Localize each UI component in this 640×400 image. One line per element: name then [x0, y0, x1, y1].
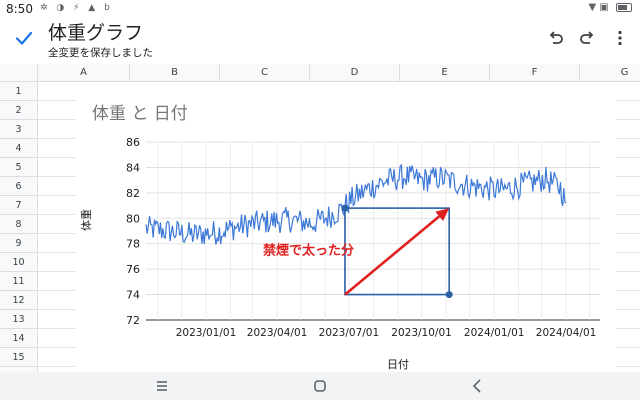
row-header[interactable]: 5	[0, 158, 38, 177]
row-header[interactable]: 13	[0, 310, 38, 329]
undo-icon[interactable]	[547, 29, 565, 47]
row-header[interactable]: 2	[0, 101, 38, 120]
chart-title: 体重 と 日付	[92, 104, 188, 124]
more-vert-icon[interactable]	[611, 29, 629, 47]
y-tick-label: 86	[126, 136, 140, 149]
row-header[interactable]: 15	[0, 348, 38, 367]
home-icon[interactable]	[310, 376, 330, 396]
annotation-label: 禁煙で太った分	[263, 242, 354, 258]
row-header[interactable]: 12	[0, 291, 38, 310]
column-header[interactable]: A	[38, 64, 130, 82]
status-time: 8:50	[6, 2, 33, 16]
row-header[interactable]: 3	[0, 120, 38, 139]
app-toolbar: 体重グラフ 全変更を保存しました	[0, 18, 640, 62]
row-header[interactable]: 8	[0, 215, 38, 234]
column-header[interactable]: E	[400, 64, 490, 82]
row-header[interactable]: 16	[0, 367, 38, 372]
row-header[interactable]: 9	[0, 234, 38, 253]
row-header[interactable]: 4	[0, 139, 38, 158]
x-tick-label: 2023/01/01	[176, 327, 237, 339]
y-tick-label: 72	[126, 314, 140, 327]
check-icon[interactable]	[14, 28, 34, 48]
column-header[interactable]: F	[490, 64, 580, 82]
y-tick-label: 84	[126, 161, 140, 174]
battery-icon	[616, 2, 632, 12]
row-header[interactable]: 7	[0, 196, 38, 215]
row-header[interactable]: 6	[0, 177, 38, 196]
y-tick-label: 78	[126, 238, 140, 251]
x-tick-label: 2024/04/01	[536, 327, 597, 339]
column-header[interactable]: G	[580, 64, 640, 82]
y-axis-ticks: 72 74 76 78 80 82 84 86	[126, 136, 140, 327]
annotation-arrow[interactable]	[344, 215, 441, 296]
column-header[interactable]: D	[310, 64, 400, 82]
x-axis-label: 日付	[387, 358, 409, 371]
y-tick-label: 76	[126, 263, 140, 276]
annotation-arrowhead	[435, 208, 450, 222]
x-tick-label: 2023/07/01	[319, 327, 380, 339]
wifi-icon: ▼ ▣	[588, 2, 609, 13]
x-tick-label: 2023/04/01	[247, 327, 308, 339]
column-header-row	[0, 64, 640, 82]
selection-handle[interactable]	[341, 204, 349, 212]
weight-series-line	[145, 163, 567, 245]
menu-icon[interactable]	[152, 376, 172, 396]
y-axis-label: 体重	[79, 209, 93, 231]
redo-icon[interactable]	[578, 29, 596, 47]
row-header[interactable]: 14	[0, 329, 38, 348]
back-icon[interactable]	[468, 376, 488, 396]
embedded-chart[interactable]: 体重 と 日付 72 74 76 78 80 82 84 86 2023/01/01 2023/…	[76, 82, 616, 372]
status-system-icons: ▼ ▣	[588, 2, 632, 13]
status-bar: 8:50 ✲ ◑ ⚡ ▲ b ▼ ▣	[0, 0, 640, 18]
x-tick-label: 2024/01/01	[464, 327, 525, 339]
save-status: 全変更を保存しました	[48, 47, 153, 59]
status-notification-icons: ✲ ◑ ⚡ ▲ b	[40, 3, 113, 13]
annotation-box[interactable]	[344, 207, 450, 296]
select-all-corner[interactable]	[0, 64, 38, 82]
x-axis-ticks: 2023/01/01 2023/04/01 2023/07/01 2023/10/01…	[176, 327, 597, 339]
selection-handle[interactable]	[445, 291, 453, 299]
document-title[interactable]: 体重グラフ	[48, 22, 144, 44]
column-header[interactable]: C	[220, 64, 310, 82]
system-nav-bar	[0, 372, 640, 400]
x-tick-label: 2023/10/01	[391, 327, 452, 339]
column-header[interactable]: B	[130, 64, 220, 82]
row-header[interactable]: 10	[0, 253, 38, 272]
y-tick-label: 74	[126, 289, 140, 302]
row-header[interactable]: 1	[0, 82, 38, 101]
y-tick-label: 82	[126, 187, 140, 200]
y-tick-label: 80	[126, 212, 140, 225]
row-header[interactable]: 11	[0, 272, 38, 291]
